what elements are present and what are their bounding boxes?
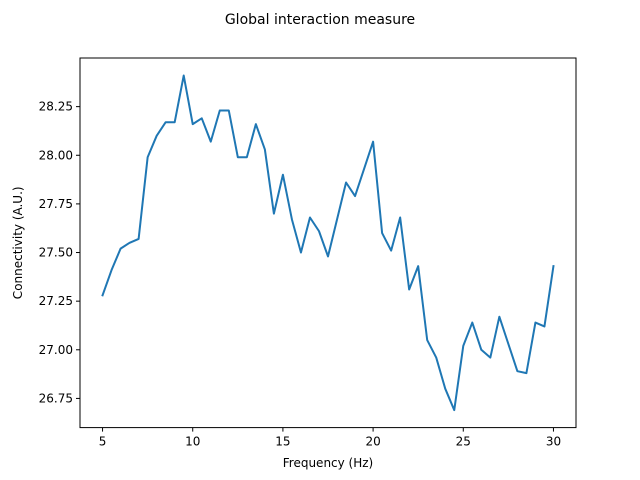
x-tick-label: 5 xyxy=(99,435,107,449)
x-tick-label: 20 xyxy=(365,435,380,449)
y-tick-label: 27.50 xyxy=(39,246,73,260)
x-tick-label: 10 xyxy=(185,435,200,449)
series-line-0 xyxy=(101,74,555,412)
x-tick-label: 25 xyxy=(456,435,471,449)
x-axis-label: Frequency (Hz) xyxy=(283,456,374,470)
y-axis-ticks: 26.75 27.00 27.25 27.50 27.75 28.00 28.25 xyxy=(39,100,80,405)
y-tick-label: 28.00 xyxy=(39,148,73,162)
x-tick-label: 30 xyxy=(546,435,561,449)
y-tick-label: 27.00 xyxy=(39,343,73,357)
y-tick-label: 28.25 xyxy=(39,100,73,114)
axes-frame xyxy=(79,57,577,429)
chart-title: Global interaction measure xyxy=(225,12,415,28)
y-tick-label: 27.25 xyxy=(39,294,73,308)
x-tick-label: 15 xyxy=(275,435,290,449)
x-axis-ticks: 5 10 15 20 25 30 xyxy=(99,427,561,449)
y-axis-label: Connectivity (A.U.) xyxy=(11,186,25,299)
y-tick-label: 27.75 xyxy=(39,197,73,211)
plot-area xyxy=(101,74,555,412)
y-tick-label: 26.75 xyxy=(39,391,73,405)
